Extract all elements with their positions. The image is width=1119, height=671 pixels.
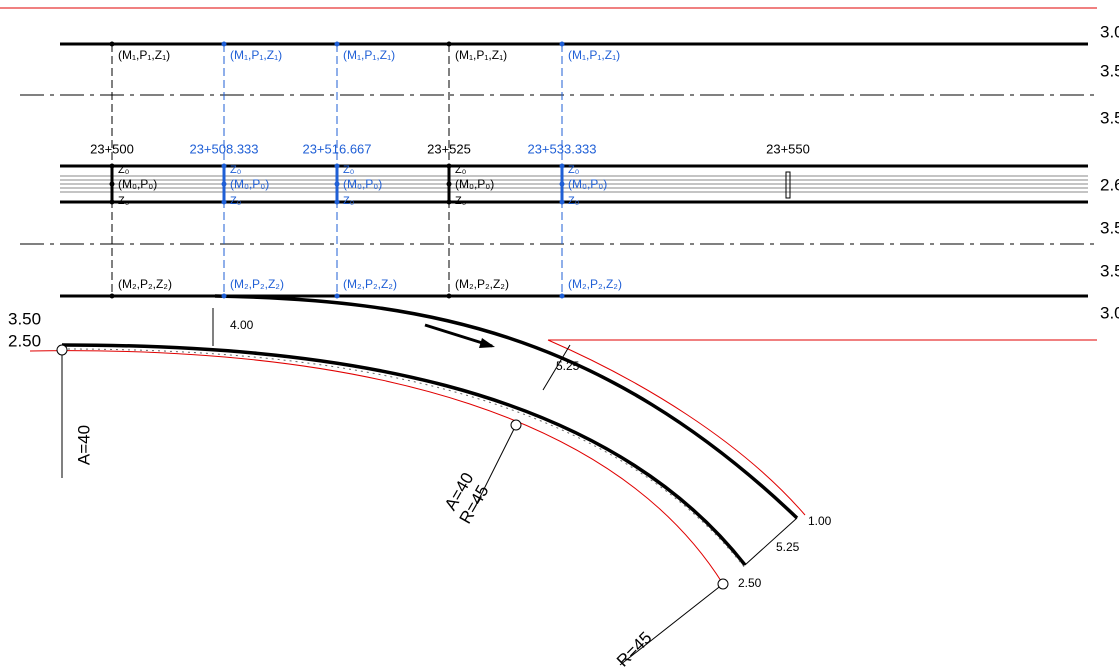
point-label: Z₀ [568,164,579,176]
section-node [109,181,115,187]
section-node [559,181,565,187]
dimension-label: 4.00 [230,318,254,332]
width-label: 3.50 [1100,108,1119,127]
point-label: Z₀ [118,195,129,207]
section-node [446,199,452,205]
width-label: 3.50 [1100,61,1119,80]
point-label: (M₂,P₂,Z₂) [568,277,622,291]
section-node [109,163,115,169]
point-label: (M₁,P₁,Z₁) [230,48,282,62]
width-label: 3.50 [1100,218,1119,237]
section-node [334,41,340,47]
point-label: Z₀ [230,164,241,176]
red-edge [547,339,806,516]
dimension-lines [61,308,798,666]
point-label: (M₀,P₀) [343,177,382,191]
point-label: Z₀ [343,164,354,176]
width-label: 2.60 [1100,175,1119,194]
median-hatch [60,175,1088,193]
point-label: (M₁,P₁,Z₁) [343,48,395,62]
point-label: (M₁,P₁,Z₁) [455,48,507,62]
section-node [446,163,452,169]
point-label: Z₀ [568,195,579,207]
station-label: 23+516.667 [302,141,371,156]
curve-annotation: A=40 [74,425,93,465]
dimension-label: 2.50 [738,576,762,590]
section-node [221,293,227,299]
width-label: 3.50 [1100,261,1119,280]
station-label: 23+550 [766,141,810,156]
section-node [109,293,115,299]
point-label: (M₁,P₁,Z₁) [118,48,170,62]
point-label: Z₀ [455,164,466,176]
point-label: (M₂,P₂,Z₂) [230,277,284,291]
section-node [446,293,452,299]
dimension-label: 5.25 [556,359,580,373]
width-label: 2.50 [8,331,41,350]
point-label: Z₀ [343,195,354,207]
width-label: 3.50 [8,309,41,328]
section-node [559,163,565,169]
dimension-label: 5.25 [776,540,800,554]
ramp-hatch [61,348,746,569]
point-label: (M₂,P₂,Z₂) [118,277,172,291]
point-label: (M₀,P₀) [118,177,157,191]
curve-annotation: R=45 [613,628,656,671]
width-label: 3.00 [1100,303,1119,322]
point-label: (M₂,P₂,Z₂) [343,277,397,291]
station-label: 23+533.333 [527,141,596,156]
section-node [559,41,565,47]
point-label: Z₀ [118,164,129,176]
point-label: (M₀,P₀) [230,177,269,191]
section-node [446,41,452,47]
section-node [109,41,115,47]
station-label: 23+525 [427,141,471,156]
section-node [221,163,227,169]
section-node [334,293,340,299]
point-label: (M₀,P₀) [568,177,607,191]
point-label: (M₀,P₀) [455,177,494,191]
point-label: Z₀ [230,195,241,207]
red-edge [29,350,724,585]
section-node [334,181,340,187]
point-label: (M₁,P₁,Z₁) [568,48,620,62]
point-label: Z₀ [455,195,466,207]
section-node [559,293,565,299]
section-node [559,199,565,205]
arrow-head [479,338,495,348]
section-node [221,199,227,205]
point-label: (M₂,P₂,Z₂) [455,277,509,291]
section-node [334,199,340,205]
width-label: 3.00 [1100,22,1119,41]
points [56,344,729,590]
section-node [446,181,452,187]
station-label: 23+500 [90,141,134,156]
ramp-edge [214,294,799,520]
section-node [221,181,227,187]
section-node [221,41,227,47]
dimension-label: 1.00 [808,514,832,528]
section-node [109,199,115,205]
station-label: 23+508.333 [189,141,258,156]
ramp-edge [61,343,747,567]
median-gap [785,171,791,199]
section-node [334,163,340,169]
